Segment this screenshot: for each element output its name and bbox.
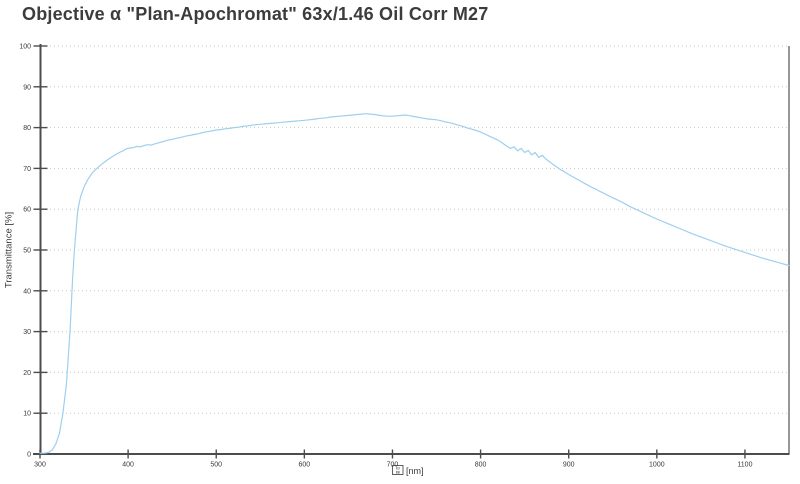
transmittance-curve	[39, 113, 790, 454]
y-tick-label-80: 80	[23, 125, 31, 132]
x-tick-label-700: 700	[387, 462, 399, 469]
y-tick-label-60: 60	[23, 207, 31, 214]
x-tick-label-800: 800	[475, 462, 487, 469]
lambda-glyph-hex-row-top: 03	[396, 467, 400, 471]
x-tick-label-900: 900	[563, 462, 575, 469]
x-axis-unit-label: [nm]	[406, 466, 424, 476]
y-tick-label-50: 50	[23, 248, 31, 255]
lambda-missing-glyph-box-icon	[392, 465, 404, 475]
x-tick-label-300: 300	[34, 462, 46, 469]
y-tick-label-90: 90	[23, 84, 31, 91]
y-tick-label-40: 40	[23, 288, 31, 295]
y-tick-label-30: 30	[23, 329, 31, 336]
y-tick-label-70: 70	[23, 166, 31, 173]
y-tick-label-0: 0	[27, 452, 31, 459]
x-tick-label-500: 500	[210, 462, 222, 469]
x-tick-label-600: 600	[299, 462, 311, 469]
x-tick-label-1100: 1100	[737, 462, 752, 469]
y-tick-label-10: 10	[23, 411, 31, 418]
y-tick-label-100: 100	[19, 44, 31, 51]
x-tick-label-400: 400	[122, 462, 134, 469]
lambda-glyph-hex-row-bottom: BB	[396, 471, 400, 475]
y-tick-label-20: 20	[23, 370, 31, 377]
x-tick-label-1000: 1000	[649, 462, 665, 469]
chart-title: Objective α "Plan-Apochromat" 63x/1.46 O…	[22, 4, 489, 24]
